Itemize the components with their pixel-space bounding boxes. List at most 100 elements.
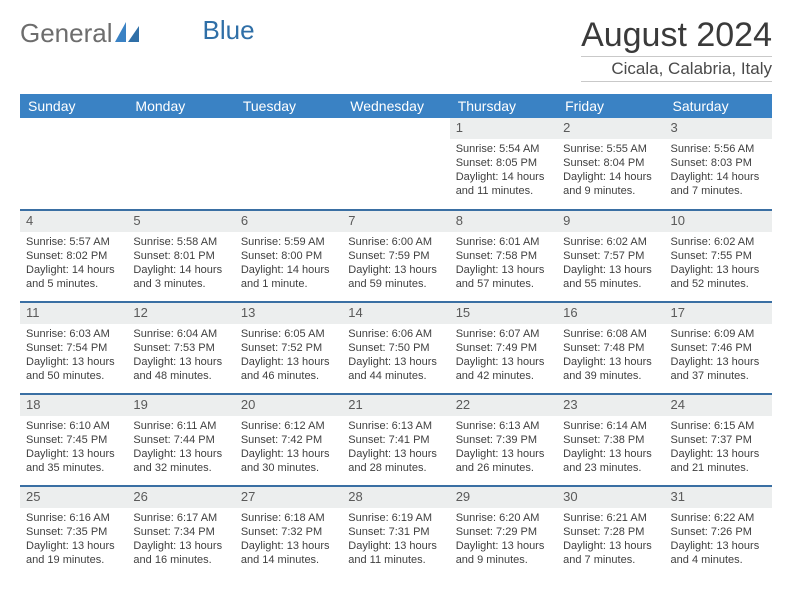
- day-number: 1: [450, 118, 557, 139]
- day-number: 17: [665, 303, 772, 324]
- calendar-cell: 7Sunrise: 6:00 AMSunset: 7:59 PMDaylight…: [342, 210, 449, 302]
- calendar-cell: [342, 118, 449, 210]
- calendar-cell: 16Sunrise: 6:08 AMSunset: 7:48 PMDayligh…: [557, 302, 664, 394]
- day-details: Sunrise: 6:14 AMSunset: 7:38 PMDaylight:…: [557, 416, 664, 480]
- calendar-cell: 4Sunrise: 5:57 AMSunset: 8:02 PMDaylight…: [20, 210, 127, 302]
- day-details: Sunrise: 6:04 AMSunset: 7:53 PMDaylight:…: [127, 324, 234, 388]
- calendar-row: 18Sunrise: 6:10 AMSunset: 7:45 PMDayligh…: [20, 394, 772, 486]
- title-rule: [581, 81, 772, 82]
- day-details: Sunrise: 5:59 AMSunset: 8:00 PMDaylight:…: [235, 232, 342, 296]
- calendar-cell: [235, 118, 342, 210]
- day-number: 14: [342, 303, 449, 324]
- day-details: Sunrise: 5:56 AMSunset: 8:03 PMDaylight:…: [665, 139, 772, 203]
- day-details: Sunrise: 6:03 AMSunset: 7:54 PMDaylight:…: [20, 324, 127, 388]
- calendar-cell: 8Sunrise: 6:01 AMSunset: 7:58 PMDaylight…: [450, 210, 557, 302]
- calendar-cell: 18Sunrise: 6:10 AMSunset: 7:45 PMDayligh…: [20, 394, 127, 486]
- weekday-header: Tuesday: [235, 94, 342, 118]
- day-details: Sunrise: 6:07 AMSunset: 7:49 PMDaylight:…: [450, 324, 557, 388]
- day-number: 24: [665, 395, 772, 416]
- calendar-cell: 5Sunrise: 5:58 AMSunset: 8:01 PMDaylight…: [127, 210, 234, 302]
- calendar-row: 1Sunrise: 5:54 AMSunset: 8:05 PMDaylight…: [20, 118, 772, 210]
- weekday-header: Wednesday: [342, 94, 449, 118]
- day-number: 4: [20, 211, 127, 232]
- day-details: Sunrise: 6:11 AMSunset: 7:44 PMDaylight:…: [127, 416, 234, 480]
- calendar-cell: 3Sunrise: 5:56 AMSunset: 8:03 PMDaylight…: [665, 118, 772, 210]
- day-details: Sunrise: 5:57 AMSunset: 8:02 PMDaylight:…: [20, 232, 127, 296]
- day-number: 13: [235, 303, 342, 324]
- calendar-cell: 29Sunrise: 6:20 AMSunset: 7:29 PMDayligh…: [450, 486, 557, 578]
- weekday-header: Monday: [127, 94, 234, 118]
- day-number: 25: [20, 487, 127, 508]
- day-number: 9: [557, 211, 664, 232]
- day-details: Sunrise: 6:13 AMSunset: 7:39 PMDaylight:…: [450, 416, 557, 480]
- day-details: Sunrise: 6:00 AMSunset: 7:59 PMDaylight:…: [342, 232, 449, 296]
- day-number: 30: [557, 487, 664, 508]
- day-number: 10: [665, 211, 772, 232]
- logo-text-gray: General: [20, 18, 113, 49]
- calendar-row: 4Sunrise: 5:57 AMSunset: 8:02 PMDaylight…: [20, 210, 772, 302]
- day-number: 29: [450, 487, 557, 508]
- day-details: Sunrise: 6:10 AMSunset: 7:45 PMDaylight:…: [20, 416, 127, 480]
- calendar-head: SundayMondayTuesdayWednesdayThursdayFrid…: [20, 94, 772, 118]
- calendar-cell: 24Sunrise: 6:15 AMSunset: 7:37 PMDayligh…: [665, 394, 772, 486]
- logo-text-blue: Blue: [203, 15, 255, 46]
- calendar-cell: 19Sunrise: 6:11 AMSunset: 7:44 PMDayligh…: [127, 394, 234, 486]
- day-details: Sunrise: 6:19 AMSunset: 7:31 PMDaylight:…: [342, 508, 449, 572]
- calendar-cell: 1Sunrise: 5:54 AMSunset: 8:05 PMDaylight…: [450, 118, 557, 210]
- calendar-cell: 11Sunrise: 6:03 AMSunset: 7:54 PMDayligh…: [20, 302, 127, 394]
- day-number: 19: [127, 395, 234, 416]
- calendar-table: SundayMondayTuesdayWednesdayThursdayFrid…: [20, 94, 772, 578]
- calendar-cell: 6Sunrise: 5:59 AMSunset: 8:00 PMDaylight…: [235, 210, 342, 302]
- calendar-cell: 2Sunrise: 5:55 AMSunset: 8:04 PMDaylight…: [557, 118, 664, 210]
- calendar-cell: 23Sunrise: 6:14 AMSunset: 7:38 PMDayligh…: [557, 394, 664, 486]
- weekday-header: Friday: [557, 94, 664, 118]
- calendar-cell: 21Sunrise: 6:13 AMSunset: 7:41 PMDayligh…: [342, 394, 449, 486]
- day-number: 20: [235, 395, 342, 416]
- day-details: Sunrise: 6:09 AMSunset: 7:46 PMDaylight:…: [665, 324, 772, 388]
- weekday-row: SundayMondayTuesdayWednesdayThursdayFrid…: [20, 94, 772, 118]
- day-number: 3: [665, 118, 772, 139]
- day-details: Sunrise: 6:16 AMSunset: 7:35 PMDaylight:…: [20, 508, 127, 572]
- day-details: Sunrise: 6:17 AMSunset: 7:34 PMDaylight:…: [127, 508, 234, 572]
- logo: General Blue: [20, 18, 255, 49]
- day-number: 2: [557, 118, 664, 139]
- calendar-cell: 17Sunrise: 6:09 AMSunset: 7:46 PMDayligh…: [665, 302, 772, 394]
- day-details: Sunrise: 6:18 AMSunset: 7:32 PMDaylight:…: [235, 508, 342, 572]
- day-number: 11: [20, 303, 127, 324]
- day-number: 6: [235, 211, 342, 232]
- day-details: Sunrise: 5:55 AMSunset: 8:04 PMDaylight:…: [557, 139, 664, 203]
- day-details: Sunrise: 6:06 AMSunset: 7:50 PMDaylight:…: [342, 324, 449, 388]
- day-number: 23: [557, 395, 664, 416]
- day-number: 12: [127, 303, 234, 324]
- weekday-header: Sunday: [20, 94, 127, 118]
- day-details: Sunrise: 6:02 AMSunset: 7:55 PMDaylight:…: [665, 232, 772, 296]
- day-number: 16: [557, 303, 664, 324]
- day-details: Sunrise: 6:02 AMSunset: 7:57 PMDaylight:…: [557, 232, 664, 296]
- day-number: 7: [342, 211, 449, 232]
- day-details: Sunrise: 6:20 AMSunset: 7:29 PMDaylight:…: [450, 508, 557, 572]
- day-details: Sunrise: 6:22 AMSunset: 7:26 PMDaylight:…: [665, 508, 772, 572]
- calendar-row: 11Sunrise: 6:03 AMSunset: 7:54 PMDayligh…: [20, 302, 772, 394]
- weekday-header: Thursday: [450, 94, 557, 118]
- day-number: 26: [127, 487, 234, 508]
- day-number: 8: [450, 211, 557, 232]
- calendar-cell: 14Sunrise: 6:06 AMSunset: 7:50 PMDayligh…: [342, 302, 449, 394]
- day-number: 15: [450, 303, 557, 324]
- calendar-cell: 25Sunrise: 6:16 AMSunset: 7:35 PMDayligh…: [20, 486, 127, 578]
- day-details: Sunrise: 5:54 AMSunset: 8:05 PMDaylight:…: [450, 139, 557, 203]
- calendar-cell: 20Sunrise: 6:12 AMSunset: 7:42 PMDayligh…: [235, 394, 342, 486]
- calendar-cell: 26Sunrise: 6:17 AMSunset: 7:34 PMDayligh…: [127, 486, 234, 578]
- day-number: 31: [665, 487, 772, 508]
- calendar-row: 25Sunrise: 6:16 AMSunset: 7:35 PMDayligh…: [20, 486, 772, 578]
- calendar-cell: 13Sunrise: 6:05 AMSunset: 7:52 PMDayligh…: [235, 302, 342, 394]
- calendar-cell: 15Sunrise: 6:07 AMSunset: 7:49 PMDayligh…: [450, 302, 557, 394]
- logo-sail-icon: [115, 18, 141, 49]
- calendar-cell: 10Sunrise: 6:02 AMSunset: 7:55 PMDayligh…: [665, 210, 772, 302]
- day-details: Sunrise: 6:01 AMSunset: 7:58 PMDaylight:…: [450, 232, 557, 296]
- calendar-cell: 22Sunrise: 6:13 AMSunset: 7:39 PMDayligh…: [450, 394, 557, 486]
- day-details: Sunrise: 6:05 AMSunset: 7:52 PMDaylight:…: [235, 324, 342, 388]
- calendar-body: 1Sunrise: 5:54 AMSunset: 8:05 PMDaylight…: [20, 118, 772, 578]
- day-details: Sunrise: 5:58 AMSunset: 8:01 PMDaylight:…: [127, 232, 234, 296]
- day-details: Sunrise: 6:08 AMSunset: 7:48 PMDaylight:…: [557, 324, 664, 388]
- page-header: General Blue August 2024 Cicala, Calabri…: [20, 18, 772, 82]
